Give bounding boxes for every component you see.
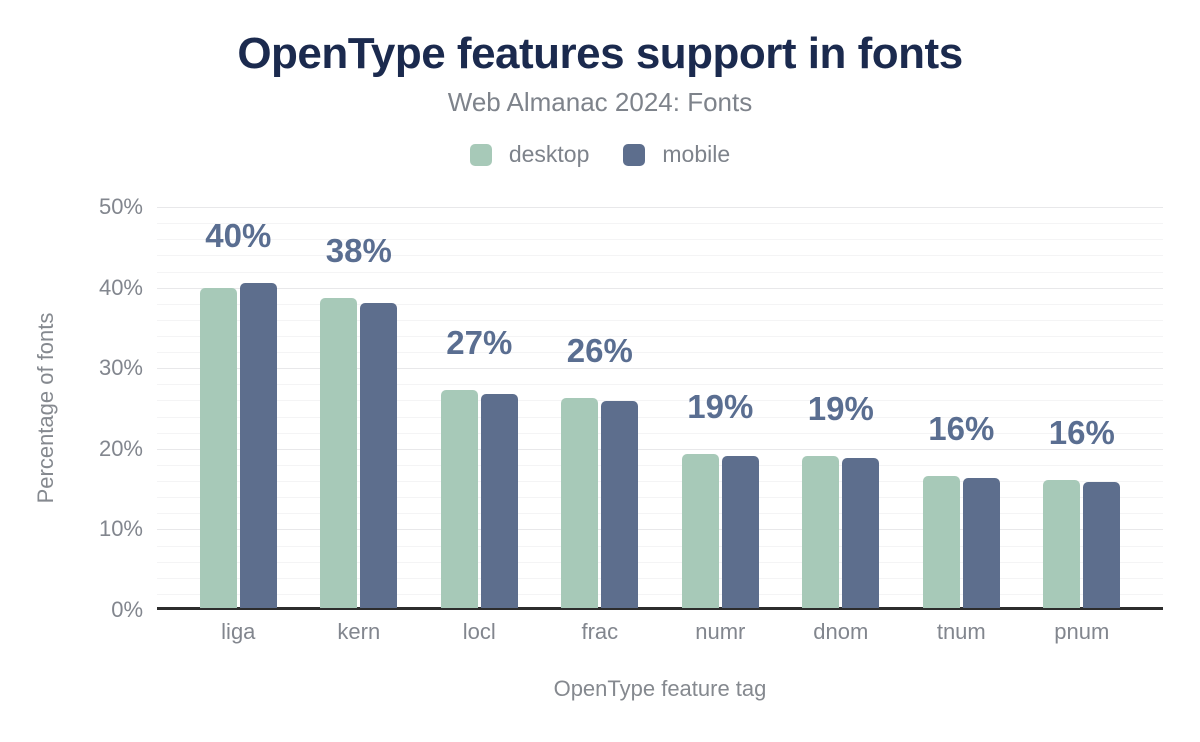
x-tick-label-dnom: dnom	[813, 619, 869, 644]
x-tick-label-kern: kern	[337, 619, 381, 644]
bar-value-label-frac: 26%	[566, 331, 633, 369]
gridline-2pct	[157, 593, 1163, 595]
x-tick-label-locl: locl	[462, 619, 496, 644]
bar-desktop-dnom	[802, 455, 840, 608]
legend-label-desktop: desktop	[508, 141, 590, 167]
gridline-16pct	[157, 481, 1163, 482]
y-tick-label: 40%	[98, 274, 143, 300]
gridline-6pct	[157, 561, 1163, 563]
bar-value-label-liga: 40%	[205, 217, 272, 255]
chart-subtitle: Web Almanac 2024: Fonts	[447, 87, 753, 117]
gridline-46pct	[157, 239, 1163, 241]
gridline-10pct	[157, 529, 1163, 531]
bar-mobile-numr	[721, 455, 759, 608]
x-tick-label-tnum: tnum	[936, 619, 986, 644]
gridline-38pct	[157, 303, 1163, 305]
gridline-44pct	[157, 255, 1163, 257]
bar-desktop-liga	[199, 288, 237, 608]
bar-value-label-numr: 19%	[687, 388, 754, 426]
y-tick-label: 10%	[98, 516, 143, 542]
gridline-40pct	[157, 287, 1163, 289]
bar-mobile-tnum	[962, 478, 1000, 608]
chart-title: OpenType features support in fonts	[237, 29, 963, 78]
gridline-24pct	[157, 416, 1163, 418]
bar-mobile-liga	[239, 283, 277, 608]
gridline-28pct	[157, 384, 1163, 386]
bar-desktop-frac	[561, 397, 599, 608]
legend-item-mobile: mobile	[623, 141, 730, 168]
bar-desktop-tnum	[922, 475, 960, 608]
x-axis-title: OpenType feature tag	[553, 676, 767, 701]
x-tick-label-numr: numr	[695, 619, 746, 644]
y-axis-title: Percentage of fonts	[33, 312, 58, 504]
gridline-12pct	[157, 513, 1163, 515]
gridline-22pct	[157, 432, 1163, 434]
gridline-30pct	[157, 368, 1163, 370]
x-tick-label-frac: frac	[581, 619, 619, 644]
gridline-50pct	[157, 207, 1163, 208]
y-tick-label: 30%	[98, 355, 143, 381]
bar-mobile-dnom	[842, 458, 880, 608]
legend-swatch-mobile-icon	[623, 143, 646, 166]
gridline-20pct	[157, 448, 1163, 450]
bar-value-label-dnom: 19%	[807, 389, 874, 427]
bar-desktop-numr	[681, 454, 719, 608]
gridline-48pct	[157, 223, 1163, 225]
bar-mobile-locl	[480, 393, 518, 608]
bar-value-label-locl: 27%	[446, 324, 513, 362]
legend-label-mobile: mobile	[662, 141, 731, 167]
gridline-14pct	[157, 497, 1163, 499]
bar-desktop-kern	[320, 297, 358, 608]
gridline-4pct	[157, 577, 1163, 579]
gridline-18pct	[157, 464, 1163, 466]
bar-value-label-kern: 38%	[325, 231, 392, 269]
bar-desktop-pnum	[1043, 479, 1081, 608]
gridline-32pct	[157, 352, 1163, 354]
legend-item-desktop: desktop	[469, 141, 590, 168]
bar-desktop-locl	[440, 390, 478, 608]
x-tick-label-pnum: pnum	[1054, 619, 1110, 644]
gridline-42pct	[157, 271, 1163, 273]
bar-mobile-frac	[601, 400, 639, 608]
bar-value-label-tnum: 16%	[928, 409, 995, 447]
y-tick-label: 0%	[111, 597, 143, 622]
legend: desktop mobile	[0, 141, 1200, 168]
bar-mobile-kern	[360, 303, 398, 608]
legend-swatch-desktop-icon	[469, 143, 492, 166]
bar-value-label-pnum: 16%	[1048, 413, 1115, 451]
x-axis-line	[157, 607, 1163, 610]
y-tick-label: 20%	[98, 435, 143, 461]
bar-mobile-pnum	[1083, 482, 1121, 608]
gridline-36pct	[157, 319, 1163, 321]
x-tick-label-liga: liga	[221, 619, 256, 644]
y-tick-label: 50%	[98, 194, 143, 219]
gridline-8pct	[157, 545, 1163, 547]
gridline-26pct	[157, 400, 1163, 402]
gridline-34pct	[157, 336, 1163, 337]
